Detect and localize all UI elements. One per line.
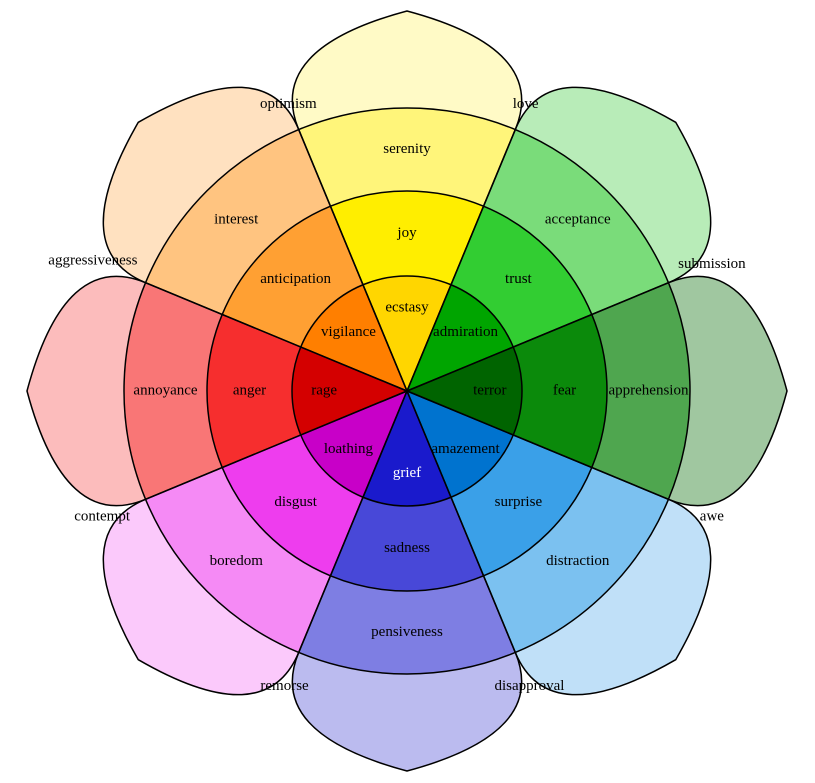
dyad-label: remorse <box>260 678 309 694</box>
dyad-label: disapproval <box>494 678 564 694</box>
label-inner: vigilance <box>321 324 376 340</box>
label-mid: anticipation <box>260 271 331 287</box>
dyad-label: love <box>513 96 539 112</box>
label-inner: ecstasy <box>385 300 429 316</box>
emotion-wheel: ecstasy joy serenity admiration trust accepta… <box>0 0 815 783</box>
label-inner: loathing <box>324 441 374 457</box>
label-mid: fear <box>553 382 576 398</box>
label-outer: interest <box>214 212 259 228</box>
dyad-label: aggressiveness <box>48 252 137 268</box>
label-outer: serenity <box>383 141 431 157</box>
label-mid: trust <box>505 271 533 287</box>
label-mid: sadness <box>384 540 430 556</box>
dyad-label: awe <box>700 509 724 525</box>
label-inner: rage <box>311 382 337 398</box>
dyad-label: contempt <box>74 509 131 525</box>
label-outer: boredom <box>210 553 264 569</box>
label-inner: admiration <box>433 324 498 340</box>
label-mid: anger <box>233 382 266 398</box>
label-outer: distraction <box>546 553 610 569</box>
label-mid: joy <box>396 225 417 241</box>
label-outer: apprehension <box>609 382 689 398</box>
label-outer: acceptance <box>545 212 611 228</box>
label-mid: surprise <box>495 494 543 510</box>
dyad-label: submission <box>678 256 746 272</box>
label-outer: pensiveness <box>371 624 443 640</box>
label-inner: terror <box>473 382 506 398</box>
label-outer: annoyance <box>133 382 197 398</box>
label-inner: amazement <box>431 441 500 457</box>
label-mid: disgust <box>274 494 317 510</box>
dyad-label: optimism <box>260 96 317 112</box>
label-inner: grief <box>393 465 421 481</box>
